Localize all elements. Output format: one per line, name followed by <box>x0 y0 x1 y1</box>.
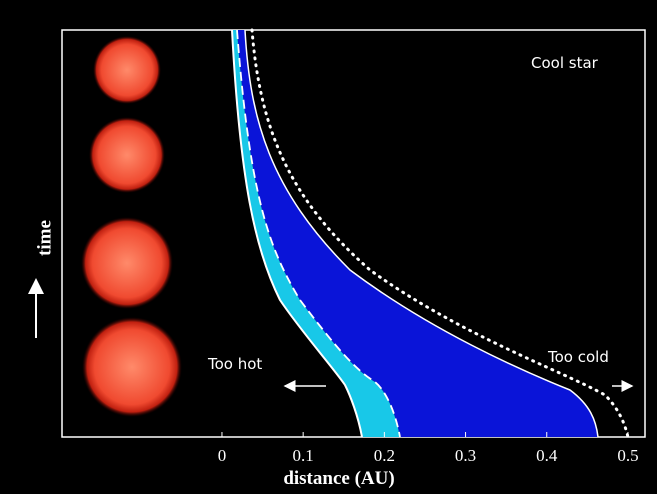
star <box>89 117 165 193</box>
star <box>81 217 173 309</box>
star <box>93 36 161 104</box>
x-axis-label: distance (AU) <box>283 468 394 489</box>
annotation: Too hot <box>207 355 262 373</box>
annotation: Cool star <box>531 54 599 72</box>
x-tick-label: 0.2 <box>374 446 395 465</box>
x-tick-label: 0 <box>218 446 227 465</box>
dotted-boundary <box>250 28 630 439</box>
inner-boundary <box>231 29 363 438</box>
outer-boundary <box>244 29 599 438</box>
x-tick-label: 0.4 <box>536 446 558 465</box>
x-tick-label: 0.1 <box>293 446 314 465</box>
x-tick-label: 0.5 <box>617 446 638 465</box>
x-tick-label: 0.3 <box>455 446 476 465</box>
annotation: Too cold <box>547 348 609 366</box>
habitable-zone-edge <box>232 30 400 437</box>
star <box>82 317 182 417</box>
habitable-zone <box>237 30 598 437</box>
y-axis-label: time <box>34 220 55 256</box>
dashed-boundary <box>236 29 401 438</box>
